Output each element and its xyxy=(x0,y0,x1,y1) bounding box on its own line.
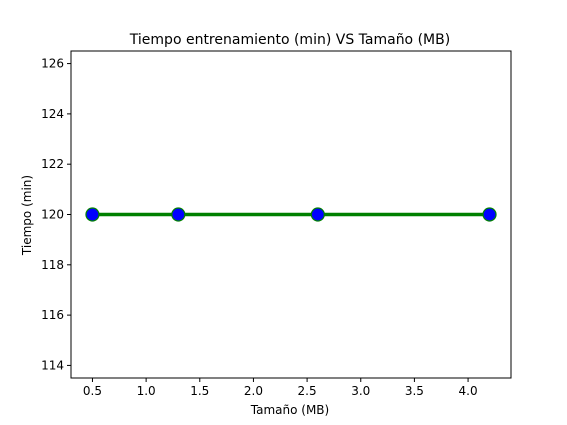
y-tick-label: 120 xyxy=(41,208,64,222)
y-tick-label: 124 xyxy=(41,107,64,121)
y-tick-label: 116 xyxy=(41,308,64,322)
y-tick-label: 118 xyxy=(41,258,64,272)
y-tick-label: 122 xyxy=(41,157,64,171)
data-point xyxy=(171,207,186,222)
x-tick-label: 3.5 xyxy=(405,384,424,398)
plot-frame xyxy=(70,50,512,379)
x-tick-label: 2.0 xyxy=(244,384,263,398)
plot-layer xyxy=(85,207,497,222)
ticks-layer: 0.5 1.0 1.5 2.0 2.5 3.0 3.5 4.0 114 116 118 120 122 1… xyxy=(41,57,478,398)
x-tick-label: 2.5 xyxy=(298,384,317,398)
y-axis-label: Tiempo (min) xyxy=(20,175,34,256)
y-tick-label: 114 xyxy=(41,358,64,372)
x-tick-label: 1.0 xyxy=(137,384,156,398)
x-tick-label: 1.5 xyxy=(190,384,209,398)
x-tick-label: 4.0 xyxy=(459,384,478,398)
data-point xyxy=(85,207,100,222)
x-tick-label: 0.5 xyxy=(83,384,102,398)
x-axis-label: Tamaño (MB) xyxy=(250,403,329,417)
data-point xyxy=(482,207,497,222)
chart-title: Tiempo entrenamiento (min) VS Tamaño (MB… xyxy=(129,32,450,48)
y-tick-label: 126 xyxy=(41,57,64,71)
data-point xyxy=(310,207,325,222)
x-tick-label: 3.0 xyxy=(351,384,370,398)
